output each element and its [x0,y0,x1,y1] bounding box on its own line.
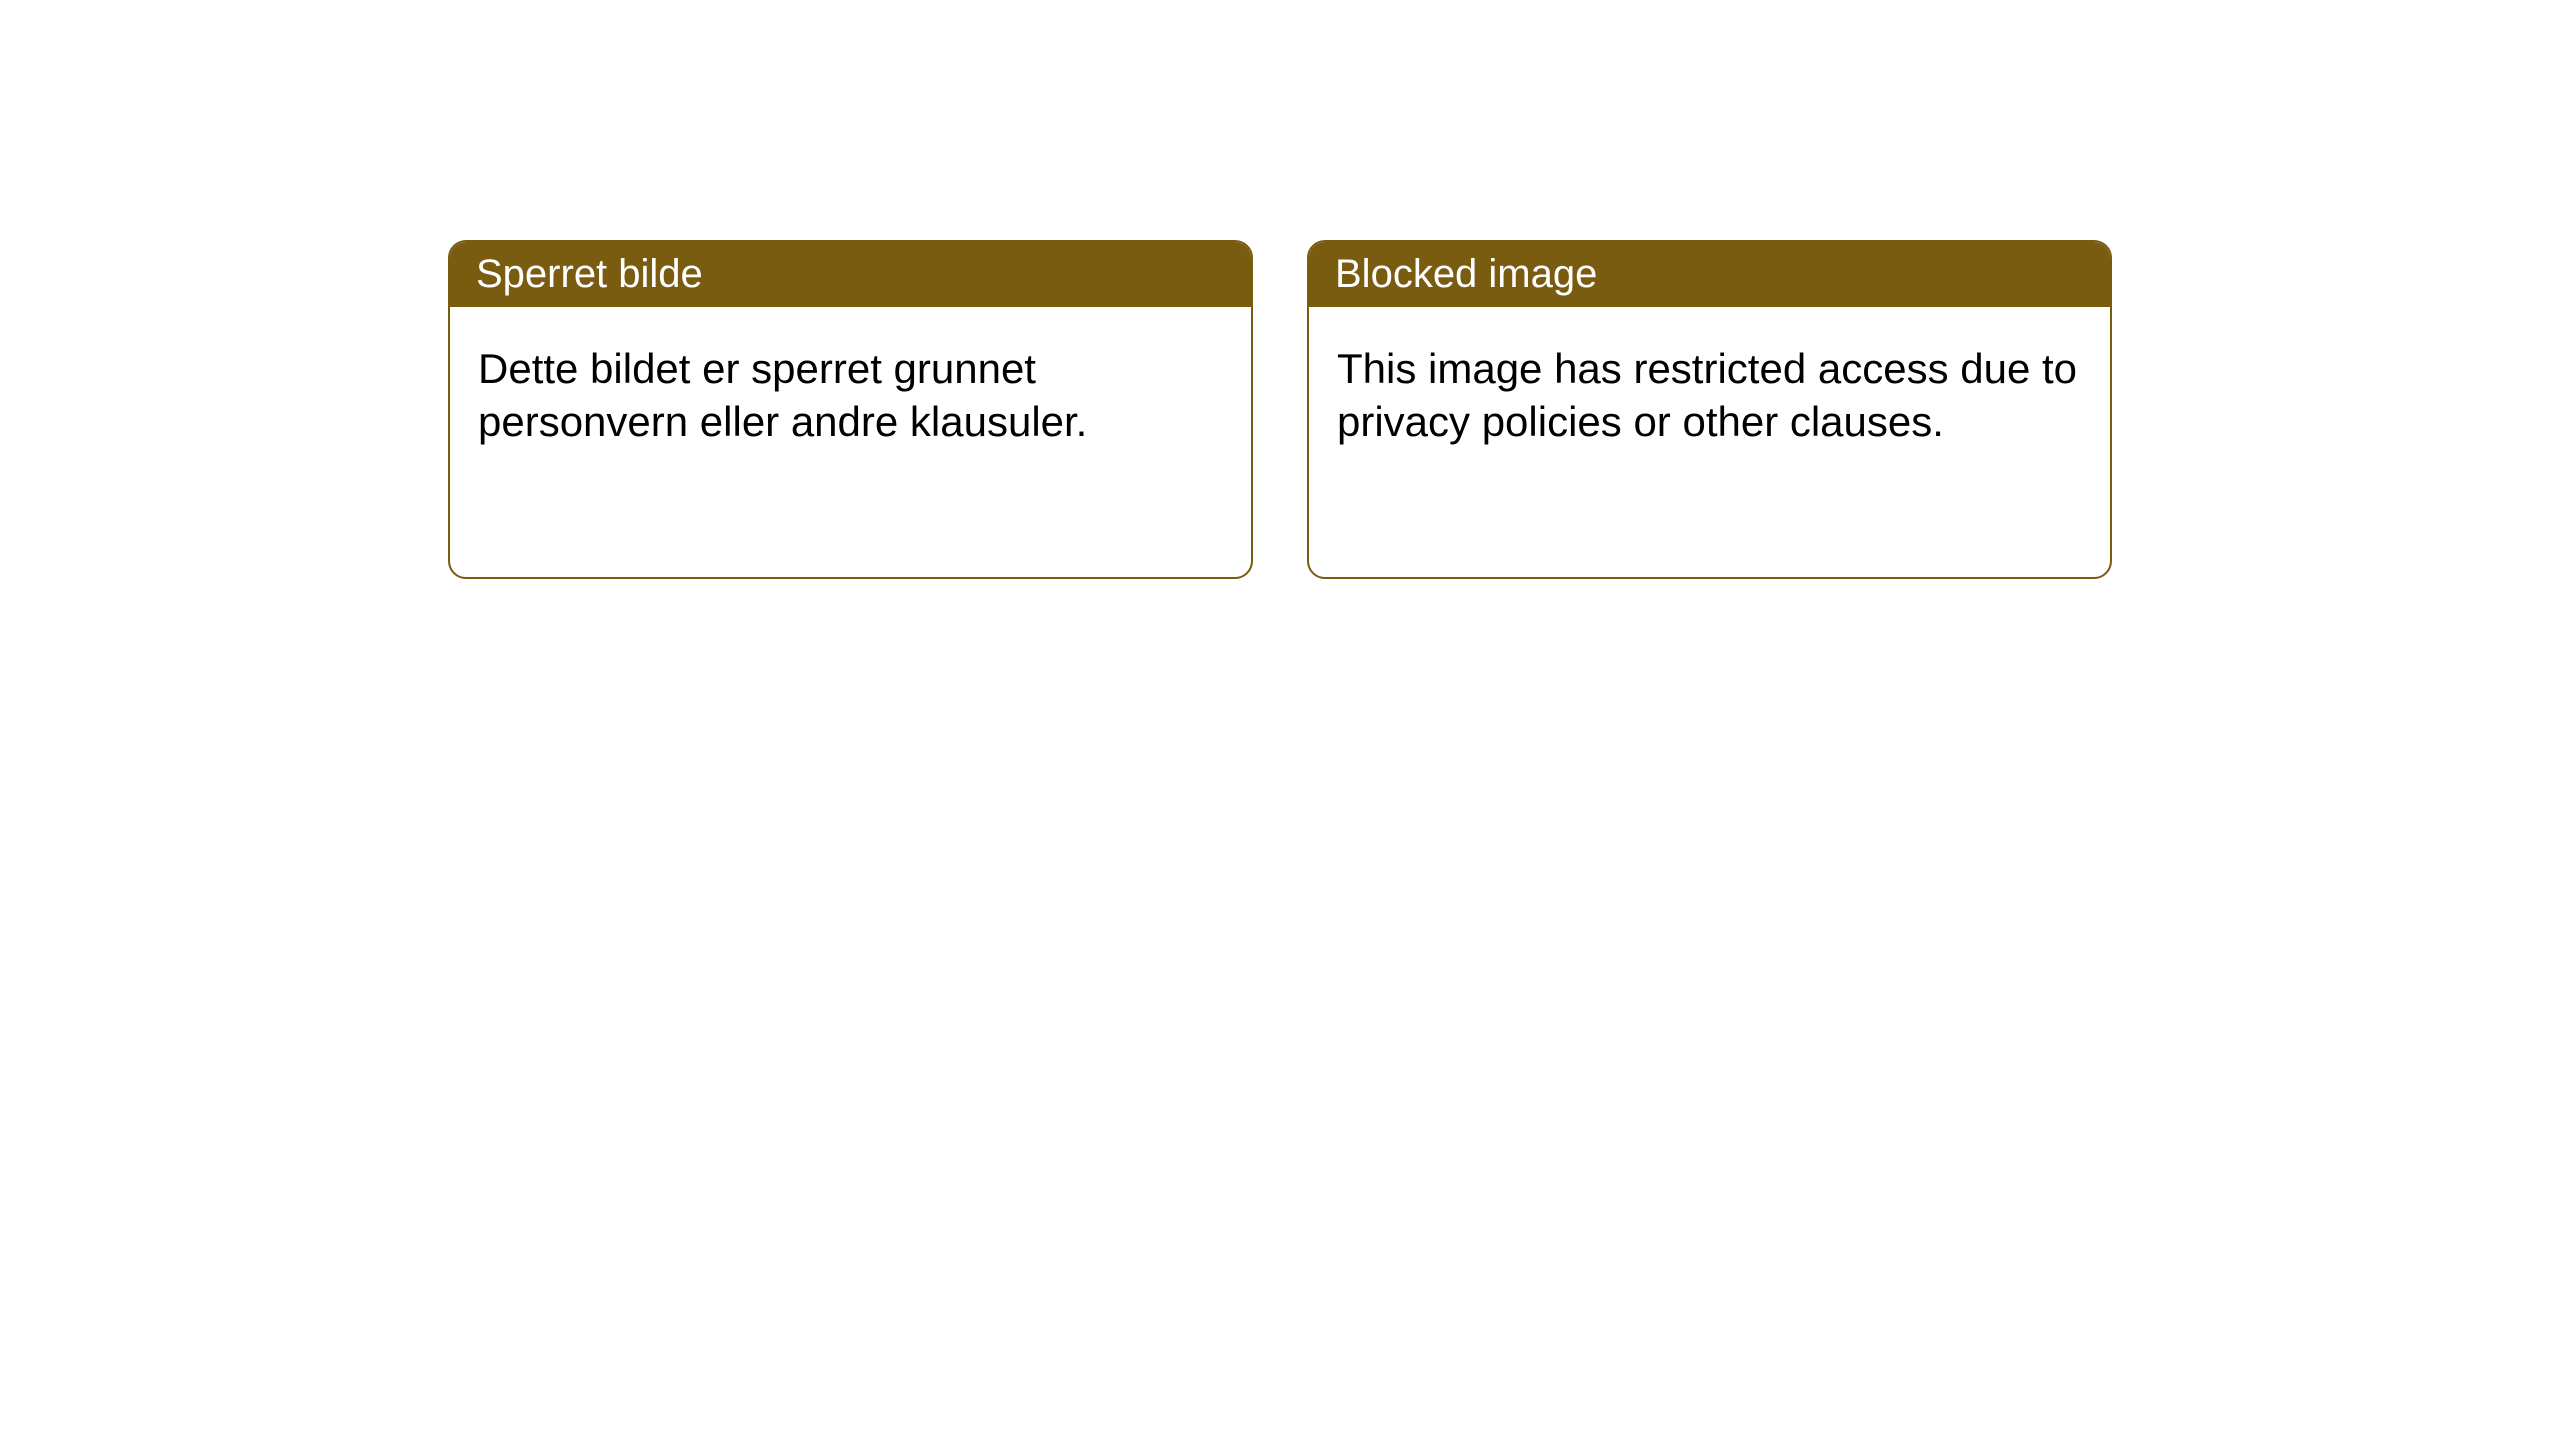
notice-header: Sperret bilde [450,242,1251,307]
notice-header-text: Sperret bilde [476,252,703,296]
notice-body-text: Dette bildet er sperret grunnet personve… [478,345,1087,445]
notice-card-english: Blocked image This image has restricted … [1307,240,2112,579]
notice-header: Blocked image [1309,242,2110,307]
notice-body: This image has restricted access due to … [1309,307,2110,577]
notice-body-text: This image has restricted access due to … [1337,345,2077,445]
notice-header-text: Blocked image [1335,252,1597,296]
notice-card-norwegian: Sperret bilde Dette bildet er sperret gr… [448,240,1253,579]
notice-body: Dette bildet er sperret grunnet personve… [450,307,1251,577]
notice-container: Sperret bilde Dette bildet er sperret gr… [448,240,2112,579]
